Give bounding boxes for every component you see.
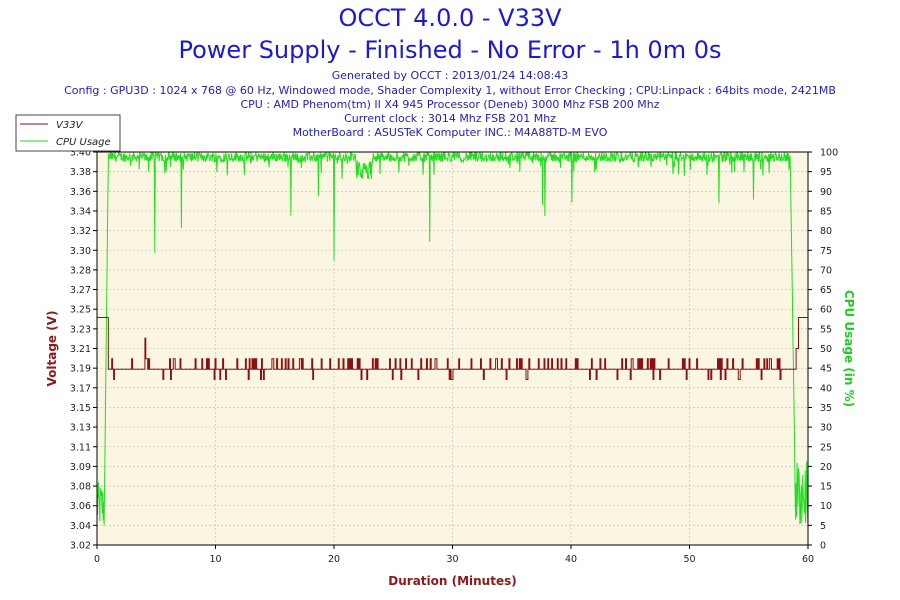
y-left-tick-label: 3.08 [70, 482, 91, 493]
y-left-tick-label: 3.36 [70, 187, 91, 198]
tick-labels: 3.02 03.04 53.06 103.08 153.09 203.11 253.13 30… [70, 148, 838, 566]
y-right-tick-label: 35 [820, 403, 832, 414]
y-right-tick-label: 30 [820, 423, 832, 434]
x-tick-label: 30 [446, 554, 458, 565]
x-tick-label: 50 [683, 554, 695, 565]
y-left-tick-label: 3.17 [70, 383, 91, 394]
y-left-tick-label: 3.34 [70, 206, 91, 217]
y-right-tick-label: 80 [820, 226, 832, 237]
info-motherboard: MotherBoard : ASUSTeK Computer INC.: M4A… [292, 126, 608, 139]
y-right-tick-label: 70 [820, 265, 832, 276]
y-right-tick-label: 95 [820, 167, 832, 178]
y-left-tick-label: 3.23 [70, 324, 91, 335]
y-right-tick-label: 20 [820, 462, 832, 473]
y-right-tick-label: 55 [820, 324, 832, 335]
series-line-v33v [97, 317, 808, 380]
y-left-tick-label: 3.19 [70, 364, 91, 375]
x-tick-label: 10 [209, 554, 221, 565]
legend: V33V CPU Usage [15, 114, 121, 152]
y-left-tick-label: 3.11 [70, 442, 91, 453]
x-tick-label: 20 [328, 554, 340, 565]
y-right-tick-label: 85 [820, 206, 832, 217]
y-right-tick-label: 5 [820, 521, 826, 532]
y-left-tick-label: 3.04 [70, 521, 91, 532]
info-config: Config : GPU3D : 1024 x 768 @ 60 Hz, Win… [64, 84, 836, 97]
series-line-cpu-usage [96, 150, 809, 527]
y-left-tick-label: 3.40 [70, 148, 91, 159]
y-right-tick-label: 15 [820, 482, 832, 493]
x-axis-label: Duration (Minutes) [388, 574, 516, 588]
y-right-tick-label: 45 [820, 364, 832, 375]
y-right-tick-label: 65 [820, 285, 832, 296]
y-left-tick-label: 3.38 [70, 167, 91, 178]
legend-box [15, 114, 121, 152]
y-right-tick-label: 0 [820, 541, 826, 552]
x-tick-label: 60 [802, 554, 814, 565]
y-right-tick-label: 25 [820, 442, 832, 453]
legend-label-cpu-usage: CPU Usage [56, 137, 111, 148]
legend-label-v33v: V33V [56, 120, 84, 131]
y-left-tick-label: 3.06 [70, 501, 91, 512]
y-left-tick-label: 3.28 [70, 265, 91, 276]
y-right-tick-label: 50 [820, 344, 832, 355]
y-axis-label-right: CPU Usage (in %) [842, 290, 856, 407]
y-left-tick-label: 3.13 [70, 423, 91, 434]
chart-title: OCCT 4.0.0 - V33V [338, 4, 562, 32]
y-right-tick-label: 100 [820, 148, 838, 159]
y-right-tick-label: 40 [820, 383, 832, 394]
y-right-tick-label: 90 [820, 187, 832, 198]
x-tick-label: 0 [94, 554, 100, 565]
y-right-tick-label: 10 [820, 501, 832, 512]
y-right-tick-label: 60 [820, 305, 832, 316]
y-right-tick-label: 75 [820, 246, 832, 257]
info-cpu: CPU : AMD Phenom(tm) II X4 945 Processor… [240, 98, 660, 111]
y-left-tick-label: 3.15 [70, 403, 91, 414]
y-axis-label-left: Voltage (V) [45, 311, 59, 387]
y-left-tick-label: 3.32 [70, 226, 91, 237]
y-left-tick-label: 3.30 [70, 246, 91, 257]
y-left-tick-label: 3.09 [70, 462, 91, 473]
y-left-tick-label: 3.27 [70, 285, 91, 296]
chart-subtitle: Power Supply - Finished - No Error - 1h … [178, 36, 722, 64]
y-left-tick-label: 3.21 [70, 344, 91, 355]
y-left-tick-label: 3.02 [70, 541, 91, 552]
info-generated: Generated by OCCT : 2013/01/24 14:08:43 [331, 69, 569, 82]
y-left-tick-label: 3.25 [70, 305, 91, 316]
info-clock: Current clock : 3014 Mhz FSB 201 Mhz [344, 112, 556, 125]
x-tick-label: 40 [565, 554, 577, 565]
